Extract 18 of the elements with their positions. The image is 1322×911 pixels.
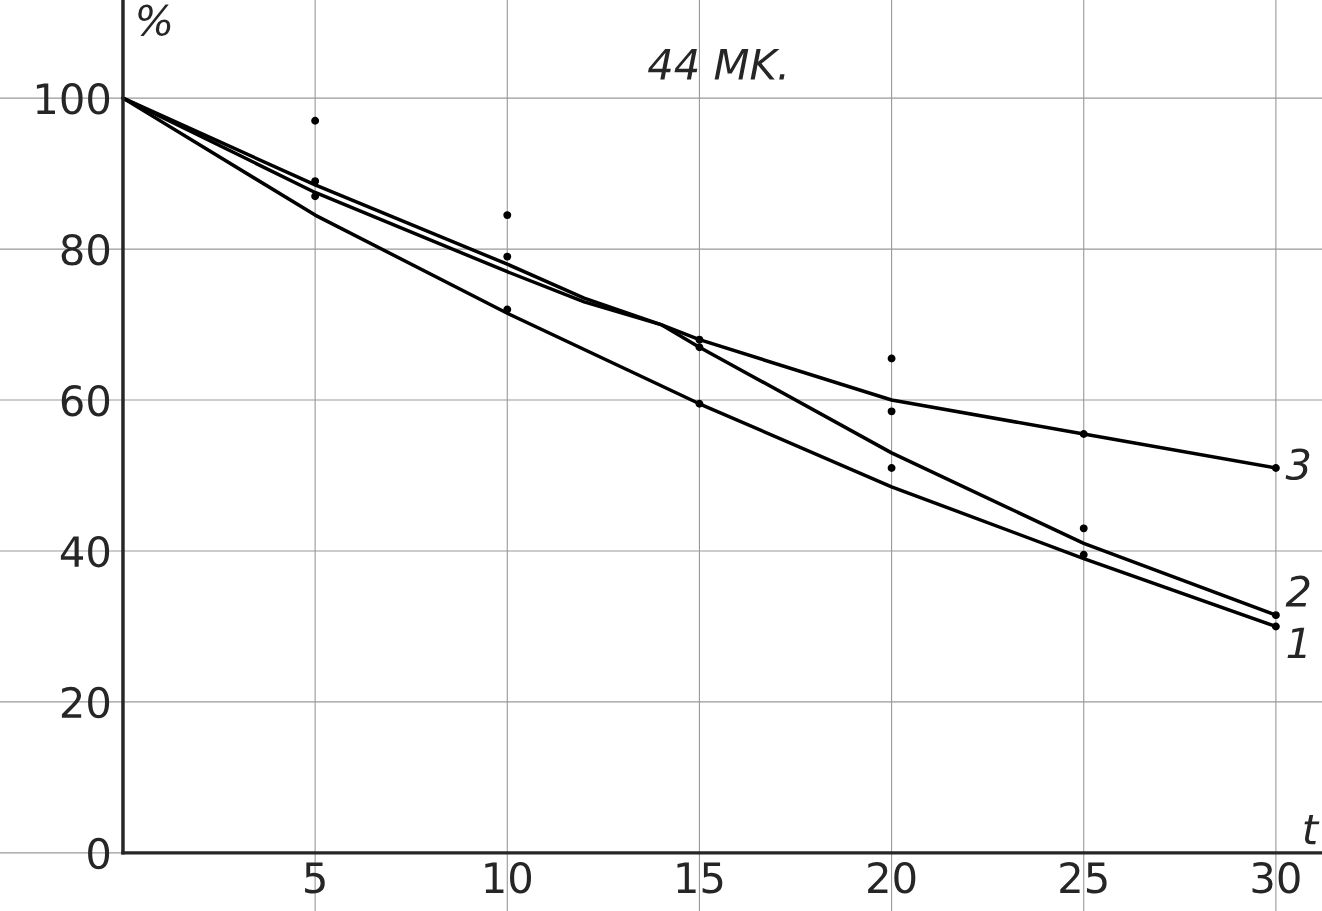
x-tick-label: 30 xyxy=(1252,861,1300,894)
x-tick-label: 5 xyxy=(305,862,325,894)
y-axis-title: % xyxy=(138,4,171,37)
x-tick-label: 15 xyxy=(677,862,723,894)
series-label: 2 xyxy=(1285,575,1310,607)
y-tick-label: 20 xyxy=(61,686,110,719)
x-tick-label: 10 xyxy=(485,861,532,894)
series-label: 1 xyxy=(1287,627,1306,659)
y-tick-label: 40 xyxy=(60,535,110,568)
series-label: 3 xyxy=(1285,448,1310,481)
x-tick-label: 25 xyxy=(1060,861,1107,894)
y-tick-label: 0 xyxy=(88,837,110,870)
x-axis-title: t xyxy=(1304,814,1320,845)
y-tick-label: 60 xyxy=(61,384,110,417)
y-tick-label: 80 xyxy=(61,233,110,266)
y-tick-label: 100 xyxy=(36,83,110,115)
x-tick-label: 20 xyxy=(868,861,916,894)
text: 44 MK. xyxy=(648,49,785,80)
